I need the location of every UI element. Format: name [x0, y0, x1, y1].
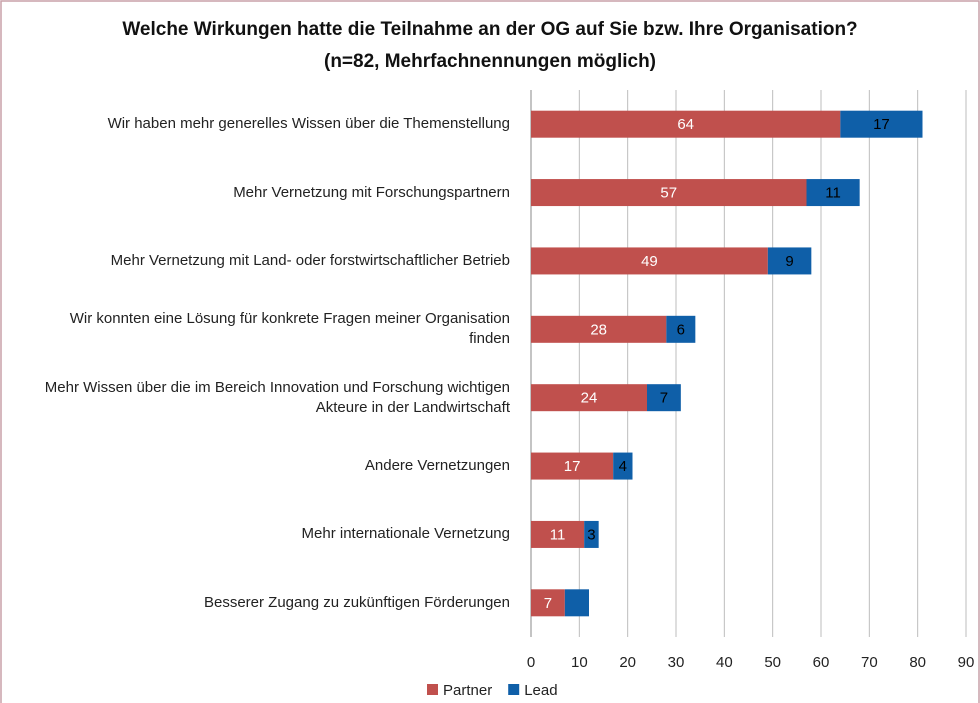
legend-label: Lead	[524, 682, 557, 699]
data-label: 17	[564, 458, 581, 475]
bar-segment	[647, 384, 681, 412]
bar-segment	[806, 179, 860, 207]
x-tick-label: 10	[571, 654, 588, 671]
bar-segment	[531, 452, 614, 480]
x-tick-label: 40	[716, 654, 733, 671]
data-label: 9	[785, 253, 793, 270]
data-label: 24	[581, 390, 598, 407]
y-tick-label: Wir haben mehr generelles Wissen über di…	[107, 115, 510, 133]
y-tick-label: Wir konnten eine Lösung für konkrete Fra…	[69, 310, 510, 348]
bar-segment	[666, 315, 696, 343]
data-label: 49	[641, 253, 658, 270]
data-label: 6	[677, 321, 685, 338]
legend-swatch	[508, 684, 520, 695]
bar-segment	[584, 520, 599, 548]
y-tick-label: Mehr Wissen über die im Bereich Innovati…	[44, 378, 510, 416]
y-tick-label: Mehr internationale Vernetzung	[301, 525, 510, 543]
data-label: 57	[660, 185, 677, 202]
data-label: 7	[660, 390, 668, 407]
y-tick-label: Besserer Zugang zu zukünftigen Förderung…	[203, 593, 510, 611]
y-tick-label: Andere Vernetzungen	[364, 457, 510, 475]
bar-segment	[531, 247, 768, 275]
data-label: 11	[550, 526, 566, 543]
bar-segment	[531, 520, 585, 548]
x-tick-label: 60	[813, 654, 830, 671]
x-tick-label: 80	[909, 654, 926, 671]
y-tick-label: Mehr Vernetzung mit Forschungspartnern	[233, 183, 510, 201]
bar-segment	[564, 589, 589, 617]
x-tick-label: 20	[619, 654, 636, 671]
chart-title: Welche Wirkungen hatte die Teilnahme an …	[122, 19, 858, 72]
x-tick-label: 50	[764, 654, 781, 671]
x-tick-label: 30	[668, 654, 685, 671]
x-tick-label: 90	[958, 654, 975, 671]
bar-segment	[531, 179, 807, 207]
bar-segment	[531, 315, 667, 343]
bar-segment	[840, 110, 923, 138]
bar-segment	[531, 110, 841, 138]
bar-segment	[531, 589, 565, 617]
data-label: 11	[825, 185, 841, 202]
bar-segment	[767, 247, 812, 275]
data-label: 28	[590, 321, 607, 338]
data-label: 3	[587, 526, 595, 543]
bar-segment	[531, 384, 647, 412]
data-label: 64	[677, 116, 694, 133]
data-label: 17	[873, 116, 890, 133]
bar-segment	[613, 452, 633, 480]
x-tick-label: 0	[527, 654, 535, 671]
y-tick-label: Mehr Vernetzung mit Land- oder forstwirt…	[110, 251, 510, 269]
data-label: 4	[619, 458, 627, 475]
legend-label: Partner	[443, 682, 492, 699]
legend-swatch	[427, 684, 438, 695]
x-tick-label: 70	[861, 654, 878, 671]
data-label: 7	[544, 595, 552, 612]
